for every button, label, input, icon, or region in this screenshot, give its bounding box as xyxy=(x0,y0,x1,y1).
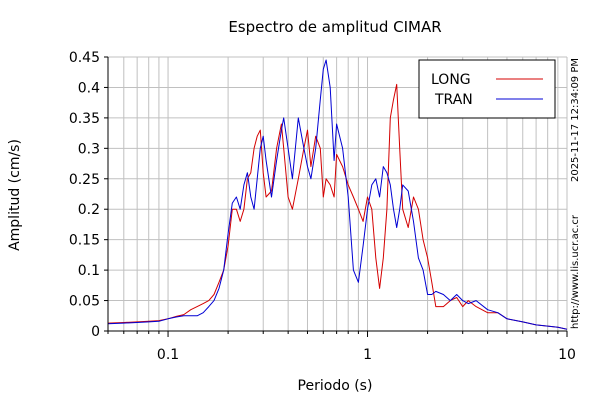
source-url-text: http://www.lis.ucr.ac.cr xyxy=(570,214,581,329)
x-tick-label: 0.1 xyxy=(157,347,179,363)
series-layer xyxy=(107,59,568,330)
y-tick-label: 0.45 xyxy=(69,50,100,66)
legend-label-long: LONG xyxy=(431,72,471,88)
y-tick-label: 0.35 xyxy=(69,111,100,127)
y-tick-label: 0.1 xyxy=(78,263,100,279)
x-tick-label: 1 xyxy=(363,347,372,363)
y-tick-label: 0.3 xyxy=(78,141,100,157)
axes-layer: 0 0.05 0.1 0.15 0.2 0.25 0.3 0.35 0.4 0.45 0.1 1 10 xyxy=(69,50,576,363)
timestamp-text: 2025-11-17 12:34:09 PM xyxy=(570,58,581,182)
y-tick-label: 0 xyxy=(91,324,100,340)
y-tick-label: 0.2 xyxy=(78,202,100,218)
x-axis-label: Periodo (s) xyxy=(298,378,373,394)
y-tick-label: 0.15 xyxy=(69,233,100,249)
series-line-tran xyxy=(107,59,568,330)
y-tick-label: 0.25 xyxy=(69,172,100,188)
legend-box xyxy=(418,59,556,119)
x-tick-label: 10 xyxy=(558,347,576,363)
chart-title: Espectro de amplitud CIMAR xyxy=(228,18,441,36)
y-axis-label: Amplitud (cm/s) xyxy=(7,139,23,251)
legend-label-tran: TRAN xyxy=(434,92,473,108)
series-line-long xyxy=(107,83,568,330)
legend: LONG TRAN xyxy=(418,59,556,119)
y-tick-label: 0.05 xyxy=(69,294,100,310)
grid-layer xyxy=(107,56,568,332)
y-tick-label: 0.4 xyxy=(78,80,100,96)
